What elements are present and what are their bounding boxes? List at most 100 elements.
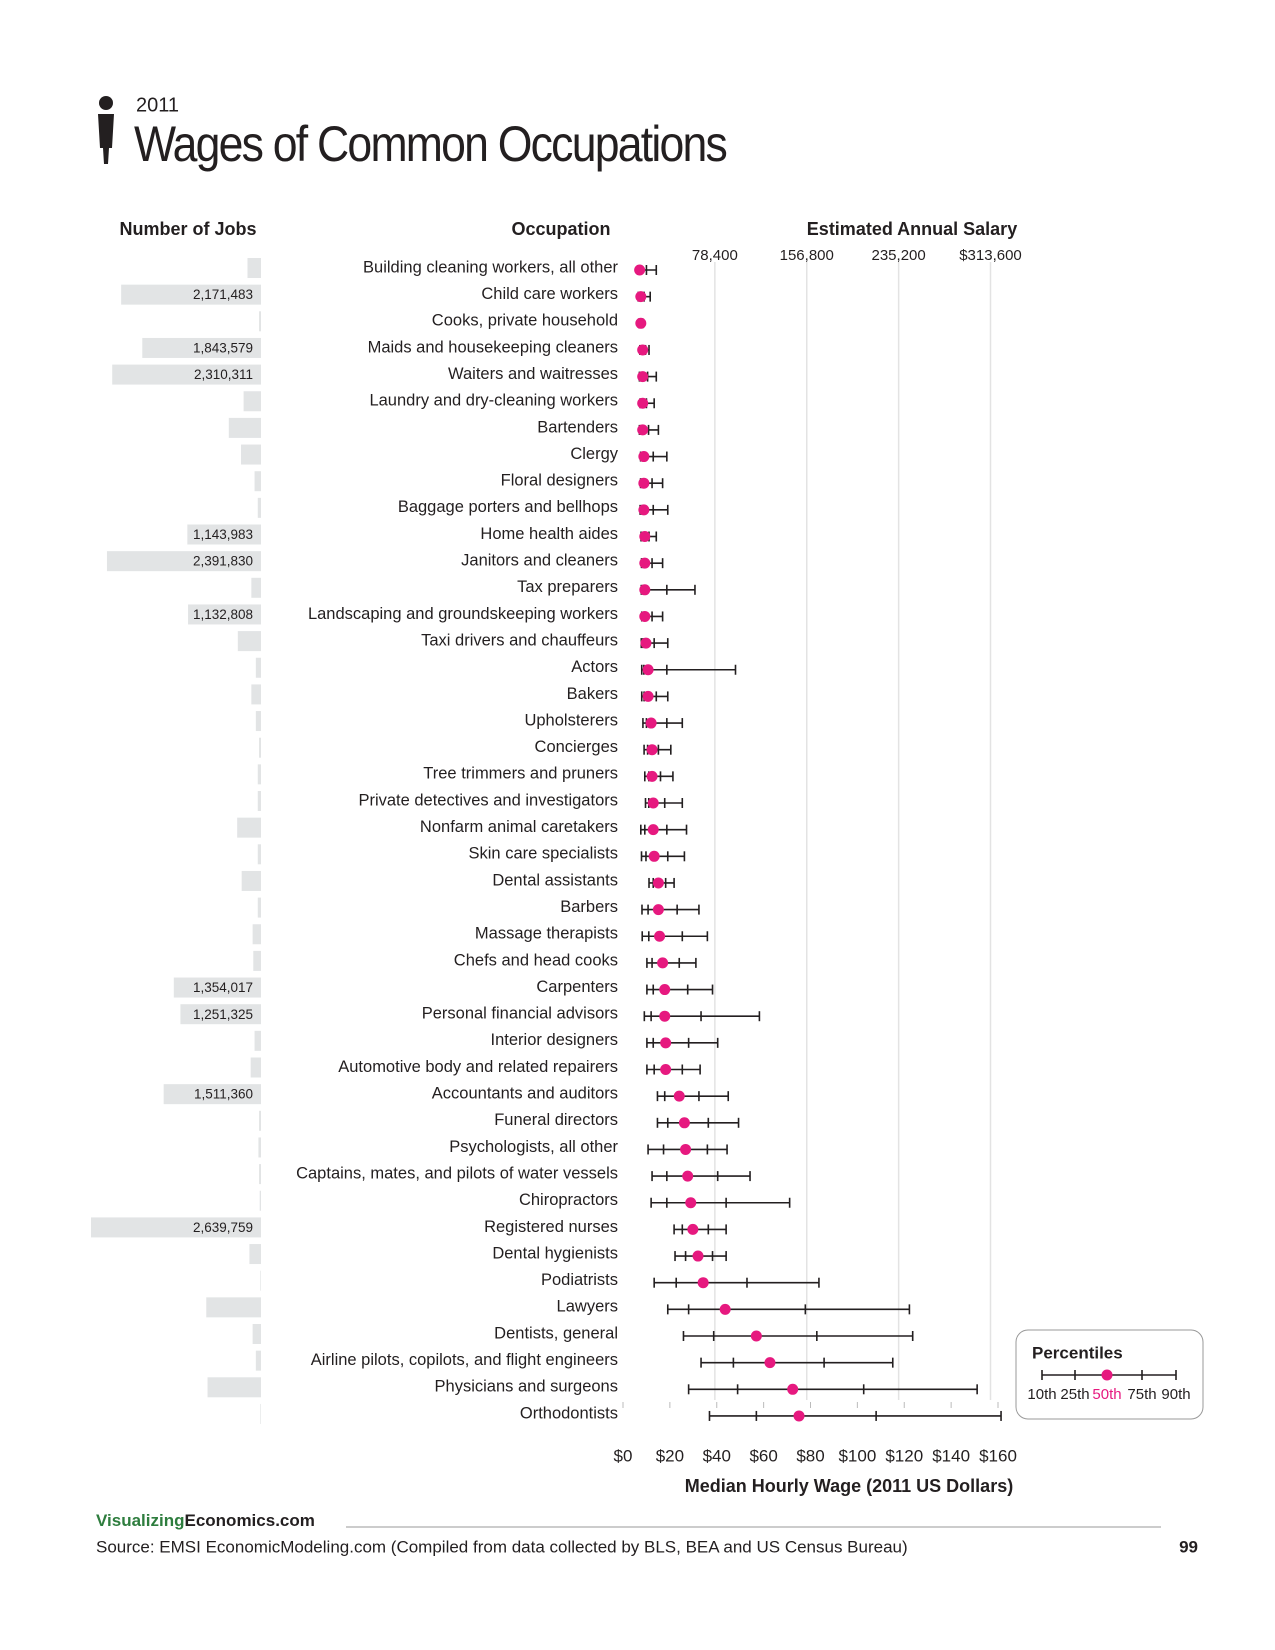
brand-a: Visualizing (96, 1511, 185, 1530)
median-dot (635, 291, 647, 303)
jobs-bar (247, 258, 261, 278)
occupation-label: Carpenters (536, 978, 618, 996)
occupation-header: Occupation (511, 219, 610, 239)
median-dot (680, 1143, 692, 1155)
median-dot (685, 1197, 697, 1209)
occupation-label: Waiters and waitresses (448, 365, 618, 383)
occupation-label: Orthodontists (520, 1404, 618, 1422)
occupation-label: Clergy (570, 445, 618, 463)
x2-tick-label: 235,200 (872, 247, 926, 264)
jobs-bar (188, 604, 261, 625)
occupation-label: Upholsterers (524, 711, 618, 729)
median-dot (652, 877, 664, 889)
occupation-label: Home health aides (480, 525, 618, 543)
jobs-bar (257, 791, 261, 811)
jobs-label: 2,391,830 (193, 554, 253, 569)
occupation-label: Psychologists, all other (449, 1138, 618, 1156)
median-dot (660, 1037, 672, 1049)
median-dot (719, 1303, 731, 1315)
median-dot (647, 824, 659, 836)
occupation-label: Bakers (567, 685, 618, 703)
occupation-label: Dentists, general (494, 1324, 618, 1342)
occupation-label: Janitors and cleaners (461, 552, 618, 570)
occupation-label: Physicians and surgeons (435, 1378, 618, 1396)
jobs-bar (241, 870, 261, 891)
occupation-label: Bartenders (537, 418, 618, 436)
jobs-label: 1,132,808 (193, 607, 253, 622)
median-dot (692, 1250, 704, 1262)
jobs-bar (259, 1190, 261, 1211)
jobs-label: 2,639,759 (193, 1220, 253, 1235)
legend-dot (1101, 1369, 1113, 1381)
x-tick-label: $120 (885, 1446, 923, 1465)
x-tick-label: $140 (932, 1446, 970, 1465)
occupation-label: Maids and housekeeping cleaners (368, 338, 618, 356)
occupation-label: Personal financial advisors (422, 1005, 618, 1023)
median-dot (637, 397, 649, 409)
jobs-bar (251, 577, 261, 598)
kicker: 2011 (136, 94, 179, 116)
jobs-bar (255, 711, 261, 732)
median-dot (634, 264, 646, 276)
legend-label: 90th (1161, 1386, 1190, 1403)
occupation-label: Chefs and head cooks (454, 951, 618, 969)
occupation-label: Barbers (560, 898, 618, 916)
occupation-label: Accountants and auditors (432, 1085, 618, 1103)
occupation-label: Lawyers (557, 1298, 618, 1316)
median-dot (793, 1410, 805, 1422)
jobs-bar (254, 471, 261, 492)
page-number: 99 (1179, 1537, 1198, 1556)
occupation-label: Laundry and dry-cleaning workers (369, 392, 618, 410)
jobs-bar (121, 284, 261, 305)
jobs-bar (252, 924, 261, 945)
jobs-label: 1,511,360 (194, 1087, 253, 1102)
median-dot (646, 770, 658, 782)
jobs-label: 1,251,325 (193, 1007, 253, 1022)
median-dot (639, 610, 651, 622)
median-dot (648, 850, 660, 862)
jobs-bar (206, 1297, 261, 1318)
occupation-label: Concierges (535, 738, 618, 756)
jobs-bar (254, 1030, 261, 1051)
x-tick-label: $80 (796, 1446, 824, 1465)
median-dot (660, 1064, 672, 1075)
jobs-label: 1,354,017 (193, 980, 253, 995)
median-dot (645, 717, 657, 729)
median-dot (639, 531, 651, 542)
median-dot (787, 1383, 799, 1395)
median-dot (639, 584, 651, 596)
occupation-label: Dental hygienists (492, 1244, 618, 1262)
jobs-label: 2,310,311 (194, 367, 253, 382)
median-dot (637, 424, 649, 436)
jobs-bar (180, 1004, 261, 1025)
median-dot (697, 1277, 709, 1289)
jobs-bar (187, 524, 261, 545)
jobs-bar (249, 1244, 261, 1265)
x-tick-label: $0 (614, 1446, 633, 1465)
legend-label: 75th (1127, 1386, 1156, 1403)
jobs-bar (228, 417, 261, 438)
jobs-bar (251, 684, 261, 705)
jobs-bar (163, 1084, 261, 1105)
jobs-bar (259, 311, 261, 332)
median-dot (678, 1117, 690, 1129)
jobs-bar (142, 337, 261, 358)
legend-label: 25th (1060, 1386, 1089, 1403)
x2-tick-label: $313,600 (959, 247, 1022, 264)
occupation-label: Interior designers (491, 1031, 618, 1049)
legend-title: Percentiles (1032, 1343, 1123, 1362)
occupation-label: Landscaping and groundskeeping workers (308, 605, 618, 623)
median-dot (637, 344, 649, 356)
jobs-label: 1,143,983 (193, 527, 253, 542)
occupation-label: Registered nurses (484, 1218, 618, 1236)
median-dot (638, 504, 650, 516)
jobs-bar (257, 844, 261, 865)
legend-label: 10th (1027, 1386, 1056, 1403)
jobs-bar (260, 1270, 261, 1291)
x2-tick-label: 156,800 (780, 247, 834, 264)
median-dot (673, 1090, 685, 1102)
median-dot (646, 744, 658, 756)
x2-tick-label: 78,400 (692, 247, 738, 264)
jobs-bar (173, 977, 261, 998)
occupation-label: Tax preparers (517, 578, 618, 596)
